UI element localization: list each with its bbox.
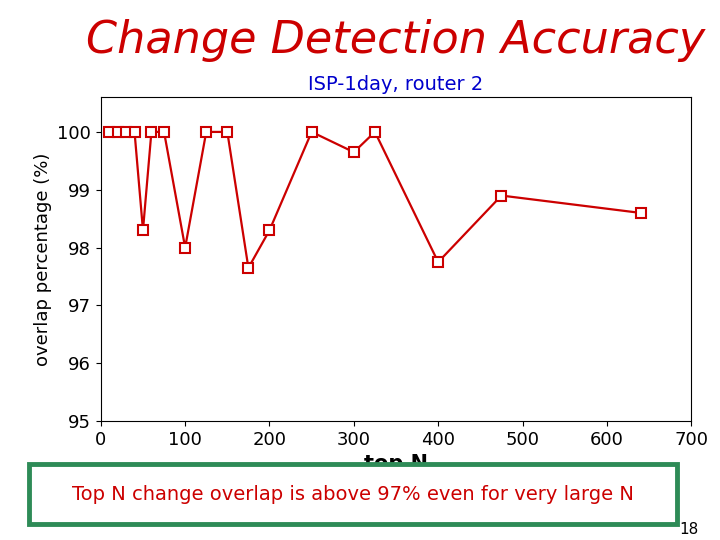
X-axis label: top N: top N	[364, 455, 428, 475]
Text: Top N change overlap is above 97% even for very large N: Top N change overlap is above 97% even f…	[72, 484, 634, 504]
Y-axis label: overlap percentage (%): overlap percentage (%)	[34, 152, 52, 366]
Title: ISP-1day, router 2: ISP-1day, router 2	[308, 75, 484, 94]
Text: Change Detection Accuracy: Change Detection Accuracy	[86, 19, 706, 62]
FancyBboxPatch shape	[29, 464, 677, 524]
Text: 18: 18	[679, 522, 698, 537]
